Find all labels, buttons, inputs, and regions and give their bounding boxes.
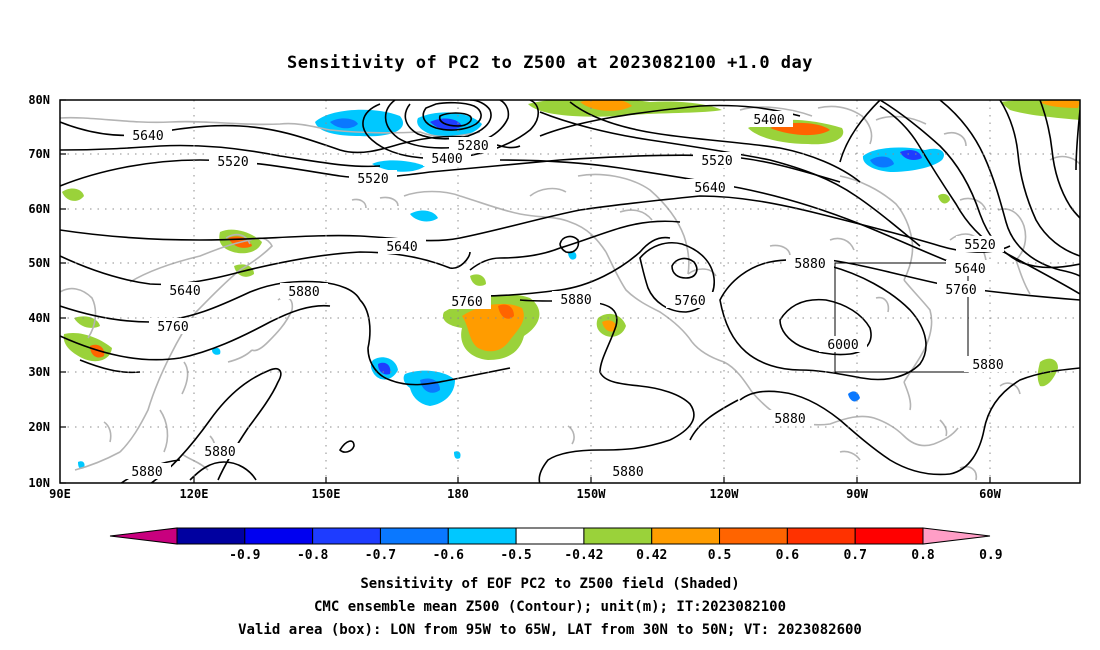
axis-ticks bbox=[60, 99, 991, 484]
contour-label: 5400 bbox=[753, 113, 784, 128]
colorbar-box bbox=[176, 527, 246, 545]
lon-label: 120W bbox=[710, 487, 740, 501]
colorbar-tick-label: 0.6 bbox=[776, 548, 800, 563]
longitude-labels: 90E 120E 150E 180 150W 120W 90W 60W bbox=[49, 487, 1001, 501]
caption-line-3: Valid area (box): LON from 95W to 65W, L… bbox=[238, 622, 862, 638]
contour-label: 5640 bbox=[954, 262, 985, 277]
contour-label: 5640 bbox=[694, 181, 725, 196]
lon-label: 150W bbox=[577, 487, 607, 501]
contour-label: 5640 bbox=[169, 284, 200, 299]
lat-label: 60N bbox=[28, 202, 50, 216]
colorbar-box bbox=[312, 527, 381, 545]
contour-label: 5400 bbox=[431, 152, 462, 167]
colorbar-tick-label: 0.42 bbox=[636, 548, 667, 563]
contour-label: 5520 bbox=[357, 172, 388, 187]
contour-label: 5880 bbox=[972, 358, 1003, 373]
contour-label: 5880 bbox=[560, 293, 591, 308]
contour-labels: 5640 5520 5520 5280 5400 5400 5520 5640 … bbox=[123, 111, 1012, 480]
valid-area-box bbox=[834, 262, 969, 373]
contour-label: 6000 bbox=[827, 338, 858, 353]
contour-label: 5760 bbox=[945, 283, 976, 298]
colorbar-box bbox=[786, 527, 856, 545]
colorbar-triangle-low bbox=[109, 527, 178, 545]
lon-label: 150E bbox=[312, 487, 341, 501]
lat-label: 30N bbox=[28, 365, 50, 379]
height-contours bbox=[60, 100, 1080, 483]
map-frame bbox=[59, 99, 1081, 484]
contour-label: 5880 bbox=[288, 285, 319, 300]
colorbar-box bbox=[515, 527, 585, 545]
contour-label: 5760 bbox=[674, 294, 705, 309]
lon-label: 60W bbox=[979, 487, 1001, 501]
contour-label: 5760 bbox=[157, 320, 188, 335]
colorbar-tick-label: 0.9 bbox=[979, 548, 1002, 563]
colorbar-tick-label: 0.5 bbox=[708, 548, 731, 563]
colorbar-box bbox=[244, 527, 314, 545]
lon-label: 180 bbox=[447, 487, 469, 501]
colorbar-box bbox=[651, 527, 721, 545]
lat-label: 50N bbox=[28, 256, 50, 270]
colorbar-tick-label: -0.6 bbox=[433, 548, 464, 563]
colorbar-box bbox=[854, 527, 924, 545]
graticule bbox=[60, 100, 1080, 483]
colorbar-box bbox=[719, 527, 788, 545]
lat-label: 20N bbox=[28, 420, 50, 434]
contour-label: 5640 bbox=[386, 240, 417, 255]
contour-label: 5520 bbox=[217, 155, 248, 170]
latitude-labels: 80N 70N 60N 50N 40N 30N 20N 10N bbox=[28, 93, 50, 490]
colorbar-tick-label: 0.7 bbox=[843, 548, 866, 563]
colorbar-tick-label: -0.7 bbox=[365, 548, 396, 563]
contour-label: 5520 bbox=[964, 238, 995, 253]
contour-label: 5640 bbox=[132, 129, 163, 144]
lat-label: 10N bbox=[28, 476, 50, 490]
lat-label: 40N bbox=[28, 311, 50, 325]
figure-title: Sensitivity of PC2 to Z500 at 2023082100… bbox=[287, 53, 813, 73]
colorbar-tick-label: -0.5 bbox=[500, 548, 531, 563]
caption-line-1: Sensitivity of EOF PC2 to Z500 field (Sh… bbox=[360, 576, 739, 592]
lon-label: 120E bbox=[180, 487, 209, 501]
contour-label: 5880 bbox=[774, 412, 805, 427]
coastlines bbox=[60, 105, 1080, 481]
contour-label: 5760 bbox=[451, 295, 482, 310]
lon-label: 90W bbox=[846, 487, 868, 501]
colorbar-tick-label: -0.8 bbox=[297, 548, 328, 563]
colorbar-triangle-high bbox=[922, 527, 991, 545]
lon-label: 90E bbox=[49, 487, 71, 501]
colorbar-tick-label: 0.8 bbox=[911, 548, 935, 563]
colorbar-box bbox=[379, 527, 449, 545]
lat-label: 80N bbox=[28, 93, 50, 107]
colorbar: -0.9 -0.8 -0.7 -0.6 -0.5 -0.42 0.42 0.5 0.6 0.7 0.… bbox=[109, 527, 1003, 563]
caption-line-2: CMC ensemble mean Z500 (Contour); unit(m… bbox=[314, 599, 786, 615]
contour-label: 5880 bbox=[612, 465, 643, 480]
colorbar-box bbox=[447, 527, 517, 545]
contour-label: 5520 bbox=[701, 154, 732, 169]
colorbar-tick-label: -0.42 bbox=[564, 548, 603, 563]
colorbar-box bbox=[583, 527, 653, 545]
contour-label: 5880 bbox=[131, 465, 162, 480]
contour-label: 5880 bbox=[204, 445, 235, 460]
colorbar-tick-label: -0.9 bbox=[229, 548, 260, 563]
lat-label: 70N bbox=[28, 147, 50, 161]
contour-label: 5880 bbox=[794, 257, 825, 272]
